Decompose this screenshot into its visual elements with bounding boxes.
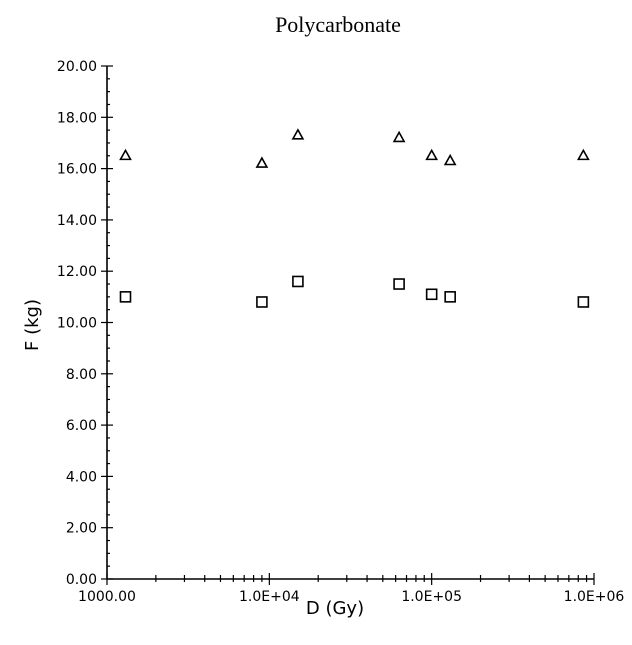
y-tick-label: 2.00: [66, 521, 97, 537]
square-marker: [444, 291, 456, 303]
y-tick-label: 4.00: [66, 469, 97, 485]
x-tick-label: 1.0E+05: [401, 589, 462, 605]
triangle-marker: [119, 148, 132, 161]
y-tick-label: 8.00: [66, 367, 97, 383]
x-tick-label: 1.0E+04: [239, 589, 300, 605]
x-tick-label: 1000.00: [78, 589, 136, 605]
y-tick-label: 14.00: [57, 213, 97, 229]
triangle-marker: [392, 130, 406, 143]
triangle-marker: [443, 153, 457, 166]
square-marker: [119, 291, 132, 303]
square-marker: [577, 296, 590, 308]
triangle-marker: [255, 156, 269, 168]
triangle-marker: [291, 128, 305, 140]
axes: [106, 66, 594, 580]
y-tick-label: 10.00: [57, 316, 97, 332]
x-tick-label: 1.0E+06: [564, 589, 625, 605]
square-marker: [256, 296, 268, 308]
triangle-marker: [425, 148, 439, 161]
square-marker: [393, 278, 405, 290]
y-tick-label: 20.00: [57, 59, 97, 75]
tick-marks: [101, 65, 595, 585]
y-tick-label: 6.00: [66, 418, 97, 434]
y-tick-label: 18.00: [57, 110, 97, 126]
square-marker: [292, 275, 304, 288]
triangle-marker: [577, 148, 590, 161]
tick-labels: 0.00 2.00 4.00 6.00 8.00 10.00 12.00 14.00 16.00…: [57, 59, 625, 605]
x-axis-label: D (Gy): [306, 598, 364, 619]
y-tick-label: 12.00: [57, 264, 97, 280]
square-marker: [425, 288, 438, 301]
y-axis-label: F (kg): [22, 299, 43, 351]
data-markers: [119, 128, 590, 308]
y-tick-label: 16.00: [57, 162, 97, 178]
y-tick-label: 0.00: [66, 572, 97, 588]
chart-title: Polycarbonate: [275, 12, 401, 37]
